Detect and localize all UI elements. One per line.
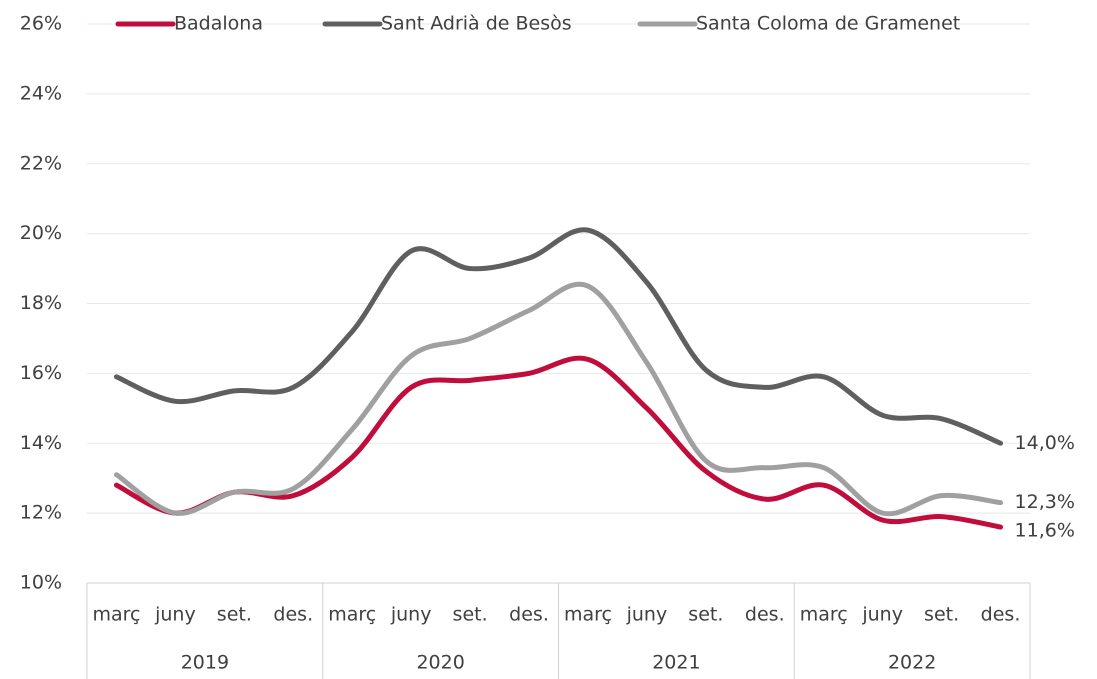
data-label: 14,0% [1015, 432, 1075, 454]
x-tick-label: des. [509, 604, 549, 626]
y-tick-label: 14% [20, 432, 62, 454]
x-group-label: 2021 [652, 652, 700, 674]
x-tick-label: des. [981, 604, 1021, 626]
y-tick-label: 20% [20, 222, 62, 244]
x-tick-label: des. [745, 604, 785, 626]
legend-label: Sant Adrià de Besòs [381, 13, 572, 35]
y-tick-label: 22% [20, 152, 62, 174]
x-tick-label: març [564, 604, 612, 626]
x-tick-label: juny [390, 604, 432, 626]
x-tick-label: juny [861, 604, 903, 626]
y-tick-label: 26% [20, 13, 62, 35]
x-tick-label: des. [273, 604, 313, 626]
x-group-label: 2020 [416, 652, 464, 674]
x-tick-label: set. [453, 604, 488, 626]
x-tick-label: set. [217, 604, 252, 626]
x-tick-label: set. [688, 604, 723, 626]
y-tick-label: 24% [20, 82, 62, 104]
data-label: 12,3% [1015, 491, 1075, 513]
data-label: 11,6% [1015, 520, 1075, 542]
x-group-label: 2019 [181, 652, 229, 674]
y-tick-label: 18% [20, 292, 62, 314]
line [113, 281, 1004, 517]
x-tick-label: març [92, 604, 140, 626]
y-tick-label: 12% [20, 502, 62, 524]
legend-label: Badalona [174, 13, 263, 35]
x-tick-label: set. [924, 604, 959, 626]
x-tick-label: juny [626, 604, 668, 626]
y-tick-label: 10% [20, 572, 62, 594]
x-tick-label: març [328, 604, 376, 626]
x-group-label: 2022 [888, 652, 936, 674]
x-tick-label: juny [154, 604, 196, 626]
line [113, 227, 1004, 446]
line [113, 355, 1004, 530]
x-tick-label: març [800, 604, 848, 626]
legend-label: Santa Coloma de Gramenet [696, 13, 960, 35]
y-tick-label: 16% [20, 362, 62, 384]
